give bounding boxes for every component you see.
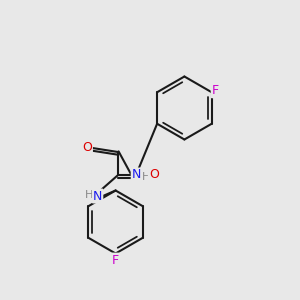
Text: O: O xyxy=(149,169,159,182)
Text: N: N xyxy=(132,169,141,182)
Text: O: O xyxy=(82,142,92,154)
Text: N: N xyxy=(93,190,102,202)
Text: H: H xyxy=(84,190,93,200)
Text: F: F xyxy=(112,254,119,267)
Text: F: F xyxy=(212,84,219,97)
Text: H: H xyxy=(142,172,150,182)
